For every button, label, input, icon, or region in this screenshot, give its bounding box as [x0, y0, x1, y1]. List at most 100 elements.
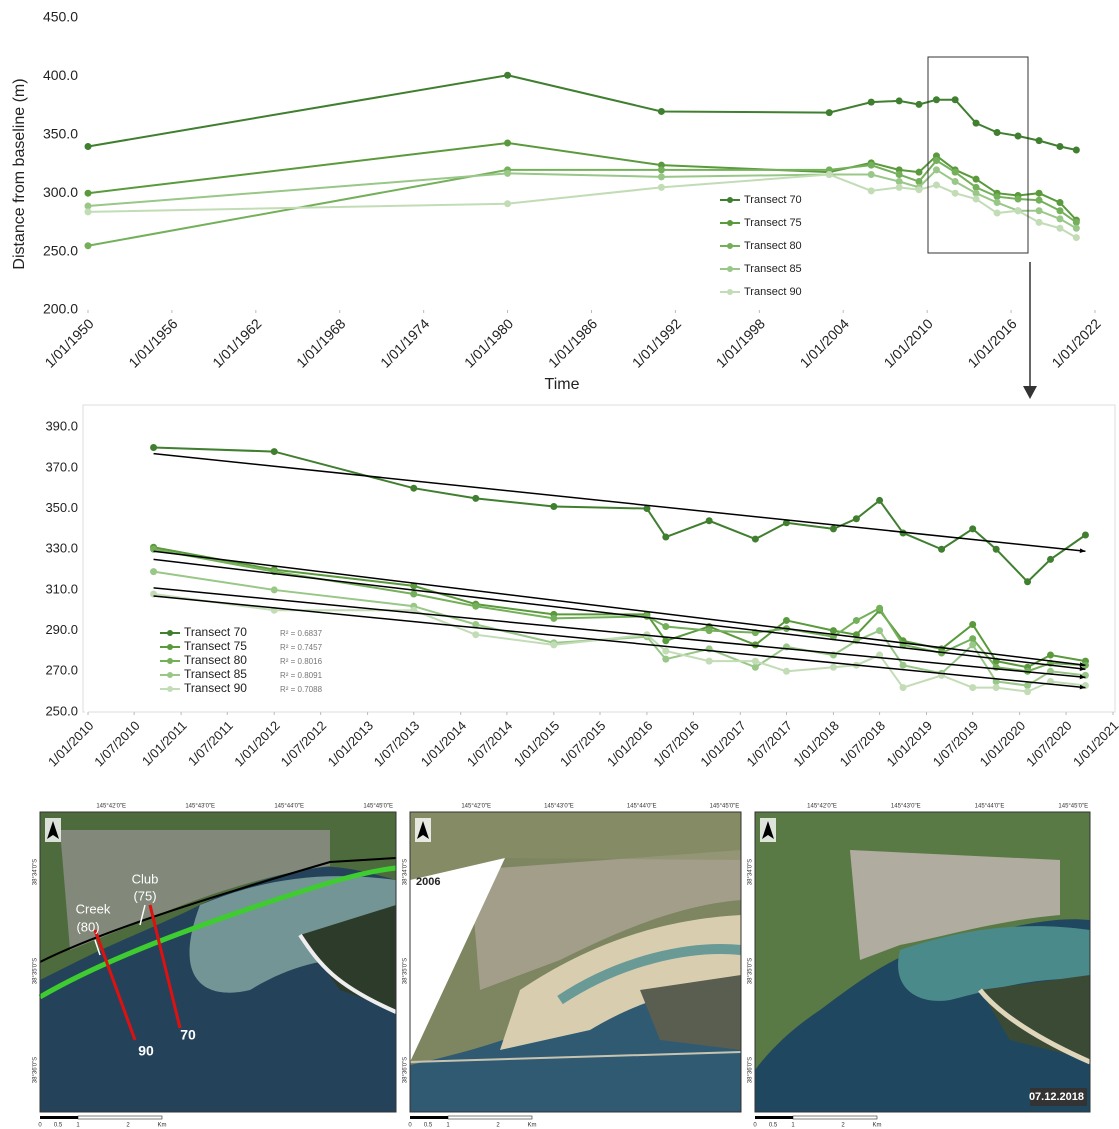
scale-bar	[78, 1116, 162, 1119]
y-tick-label: 450.0	[43, 9, 78, 25]
data-point	[85, 208, 92, 215]
r-squared: R² = 0.8091	[280, 671, 323, 680]
map-label: 2006	[416, 876, 440, 888]
map-coord: 38°34'0"S	[33, 859, 39, 885]
data-point	[915, 186, 922, 193]
legend-label: Transect 90	[744, 286, 802, 298]
data-point	[472, 631, 479, 638]
data-point	[1015, 207, 1022, 214]
y-tick-label: 250.0	[43, 242, 78, 258]
data-point	[969, 525, 976, 532]
data-point	[969, 641, 976, 648]
data-point	[1047, 652, 1054, 659]
data-point	[876, 497, 883, 504]
y-tick-label: 200.0	[43, 301, 78, 317]
map-coord: 38°36'0"S	[403, 1057, 409, 1083]
y-tick-label: 250.0	[45, 703, 78, 718]
y-tick-label: 300.0	[43, 184, 78, 200]
legend-swatch	[167, 672, 173, 678]
data-point	[662, 647, 669, 654]
map-coord: 145°42'0"E	[96, 804, 126, 810]
data-point	[472, 495, 479, 502]
map-label: (80)	[76, 919, 99, 934]
map-coord: 145°43'0"E	[544, 804, 574, 810]
data-point	[1056, 215, 1063, 222]
data-point	[973, 176, 980, 183]
scale-label: 0.5	[769, 1123, 778, 1129]
data-point	[993, 684, 1000, 691]
y-tick-label: 330.0	[45, 541, 78, 556]
data-point	[900, 662, 907, 669]
data-point	[271, 448, 278, 455]
scale-bar	[755, 1116, 793, 1119]
data-point	[973, 196, 980, 203]
data-point	[1024, 578, 1031, 585]
data-point	[550, 503, 557, 510]
legend-swatch	[727, 266, 733, 272]
data-point	[85, 242, 92, 249]
data-point	[658, 166, 665, 173]
data-point	[933, 182, 940, 189]
data-point	[1036, 219, 1043, 226]
data-point	[1056, 207, 1063, 214]
r-squared: R² = 0.8016	[280, 657, 323, 666]
data-point	[1047, 556, 1054, 563]
data-point	[410, 485, 417, 492]
y-tick-label: 400.0	[43, 67, 78, 83]
map-coord: 38°34'0"S	[403, 859, 409, 885]
map-coord: 145°45'0"E	[710, 804, 740, 810]
y-tick-label: 370.0	[45, 459, 78, 474]
data-point	[969, 621, 976, 628]
data-point	[1056, 143, 1063, 150]
figure: 200.0250.0300.0350.0400.0450.01/01/19501…	[0, 0, 1119, 1129]
data-point	[1024, 688, 1031, 695]
data-point	[933, 157, 940, 164]
data-point	[896, 184, 903, 191]
legend-swatch	[167, 630, 173, 636]
data-point	[271, 586, 278, 593]
data-point	[150, 568, 157, 575]
scale-label: Km	[158, 1123, 167, 1129]
data-point	[85, 143, 92, 150]
map-coord: 145°43'0"E	[891, 804, 921, 810]
map-coord: 145°44'0"E	[274, 804, 304, 810]
legend-label: Transect 85	[184, 667, 247, 681]
data-point	[868, 187, 875, 194]
data-point	[1036, 197, 1043, 204]
map-panel	[40, 812, 396, 1112]
x-axis-label: Time	[545, 376, 580, 393]
data-point	[1056, 199, 1063, 206]
data-point	[830, 664, 837, 671]
data-point	[933, 166, 940, 173]
legend-label: Transect 90	[184, 681, 247, 695]
data-point	[752, 536, 759, 543]
legend-label: Transect 80	[184, 653, 247, 667]
y-tick-label: 290.0	[45, 622, 78, 637]
map-coord: 145°44'0"E	[627, 804, 657, 810]
data-point	[994, 129, 1001, 136]
data-point	[952, 169, 959, 176]
data-point	[1082, 532, 1089, 539]
scale-bar	[793, 1116, 877, 1119]
map-coord: 145°42'0"E	[461, 804, 491, 810]
legend-swatch	[727, 197, 733, 203]
r-squared: R² = 0.7457	[280, 643, 323, 652]
map-coord: 145°42'0"E	[807, 804, 837, 810]
data-point	[472, 603, 479, 610]
r-squared: R² = 0.7088	[280, 685, 323, 694]
data-point	[150, 444, 157, 451]
map-coord: 145°43'0"E	[185, 804, 215, 810]
data-point	[868, 162, 875, 169]
data-point	[1015, 196, 1022, 203]
data-point	[994, 199, 1001, 206]
scale-bar	[410, 1116, 448, 1119]
map-panel	[410, 812, 741, 1112]
y-tick-label: 350.0	[43, 126, 78, 142]
data-point	[410, 591, 417, 598]
scale-bar	[448, 1116, 532, 1119]
data-point	[896, 171, 903, 178]
data-point	[826, 171, 833, 178]
data-point	[658, 184, 665, 191]
map-coord: 38°34'0"S	[748, 859, 754, 885]
data-point	[1036, 137, 1043, 144]
